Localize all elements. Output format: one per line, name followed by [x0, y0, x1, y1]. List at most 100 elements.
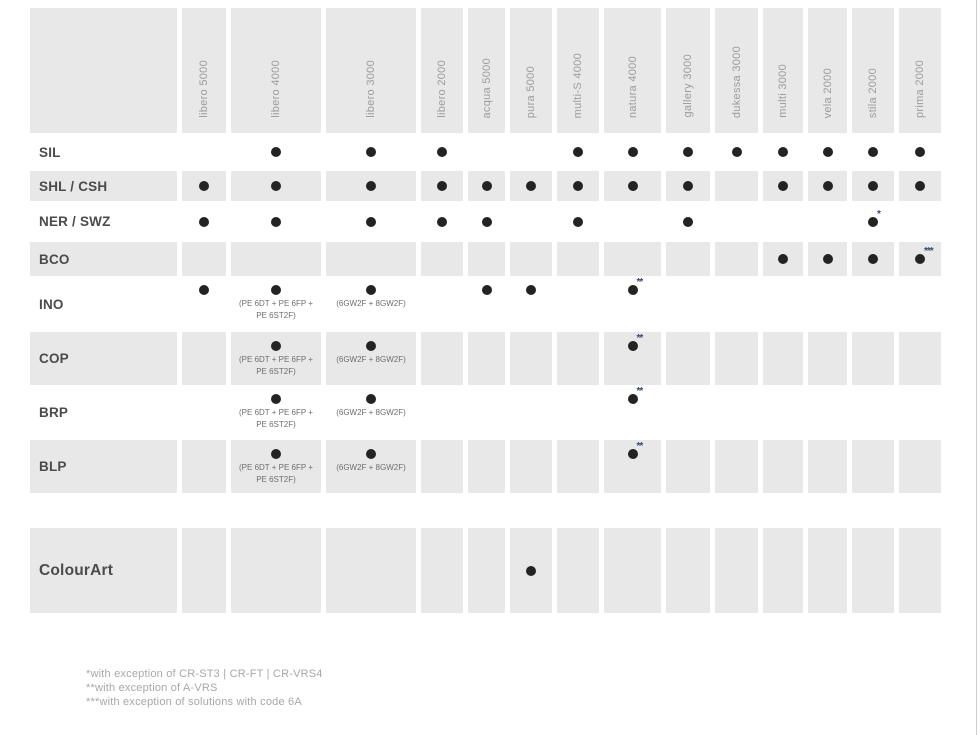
- matrix-cell-colourart-gallery-3000: [666, 528, 710, 613]
- matrix-cell-brp-libero-5000: [182, 385, 226, 440]
- footnote-line: **with exception of A-VRS: [86, 682, 218, 694]
- matrix-cell-bco-stila-2000: [852, 242, 894, 276]
- matrix-cell-brp-natura-4000: **: [604, 385, 661, 440]
- matrix-cell-cop-gallery-3000: [666, 332, 710, 385]
- compatibility-dot: [915, 254, 925, 264]
- footnote-marker: ***: [924, 246, 934, 257]
- matrix-cell-colourart-multi-s-4000: [557, 528, 599, 613]
- matrix-cell-brp-multi-s-4000: [557, 385, 599, 440]
- matrix-cell-ino-libero-2000: [421, 276, 463, 332]
- compatibility-dot: [199, 216, 209, 227]
- matrix-cell-cop-vela-2000: [808, 332, 847, 385]
- matrix-cell-ner-swz-acqua-5000: [468, 201, 505, 242]
- compatibility-dot: [627, 285, 638, 295]
- compatibility-dot: [271, 216, 281, 227]
- matrix-cell-sil-libero-2000: [421, 133, 463, 171]
- footnotes: *with exception of CR-ST3 | CR-FT | CR-V…: [86, 667, 323, 709]
- matrix-cell-ner-swz-natura-4000: [604, 201, 661, 242]
- compatibility-dot: [366, 341, 376, 351]
- matrix-cell-colourart-libero-5000: [182, 528, 226, 613]
- matrix-cell-shl-csh-vela-2000: [808, 171, 847, 201]
- column-header-label: libero 4000: [270, 60, 282, 118]
- row-label: COP: [39, 351, 69, 366]
- row-label-cell: BLP: [30, 440, 177, 493]
- compatibility-dot: [437, 181, 447, 191]
- table-row-shl-csh: SHL / CSH: [30, 171, 941, 201]
- matrix-cell-ner-swz-multi-3000: [763, 201, 803, 242]
- footnote-marker: *: [877, 208, 881, 220]
- matrix-cell-blp-libero-3000: (6GW2F + 8GW2F): [326, 440, 416, 493]
- matrix-cell-colourart-acqua-5000: [468, 528, 505, 613]
- matrix-cell-ino-dukessa-3000: [715, 276, 758, 332]
- cell-caption: (6GW2F + 8GW2F): [336, 463, 406, 472]
- compatibility-dot: [868, 147, 878, 157]
- compatibility-dot: [199, 285, 209, 295]
- matrix-cell-shl-csh-stila-2000: [852, 171, 894, 201]
- compatibility-dot: [683, 181, 693, 191]
- compatibility-dot: [683, 147, 693, 157]
- compatibility-dot: [573, 181, 583, 191]
- row-label: SHL / CSH: [39, 178, 108, 194]
- matrix-cell-colourart-libero-3000: [326, 528, 416, 613]
- cell-caption: (PE 6DT + PE 6FP + PE 6ST2F): [239, 355, 313, 376]
- compatibility-dot: [271, 394, 281, 404]
- column-header-label: vela 2000: [821, 67, 834, 118]
- matrix-cell-cop-libero-5000: [182, 332, 226, 385]
- compatibility-dot: [627, 147, 638, 157]
- cell-caption: (6GW2F + 8GW2F): [336, 408, 406, 417]
- row-label-cell: SIL: [30, 133, 177, 171]
- matrix-cell-colourart-libero-4000: [231, 528, 321, 613]
- table-row-sil: SIL: [30, 133, 941, 171]
- row-label-cell: COP: [30, 332, 177, 385]
- compatibility-dot: [526, 181, 536, 191]
- compatibility-dot: [683, 216, 693, 227]
- matrix-cell-shl-csh-multi-s-4000: [557, 171, 599, 201]
- compatibility-dot: [627, 181, 638, 191]
- matrix-cell-blp-multi-s-4000: [557, 440, 599, 493]
- header-corner-cell: [30, 8, 177, 133]
- compatibility-dot: [437, 147, 447, 157]
- compatibility-dot: [366, 285, 376, 295]
- matrix-cell-sil-gallery-3000: [666, 133, 710, 171]
- matrix-cell-sil-natura-4000: [604, 133, 661, 171]
- row-label: BRP: [39, 405, 69, 420]
- matrix-cell-ner-swz-libero-4000: [231, 201, 321, 242]
- matrix-cell-ino-acqua-5000: [468, 276, 505, 332]
- compatibility-dot: [526, 285, 536, 295]
- matrix-cell-cop-libero-4000: (PE 6DT + PE 6FP + PE 6ST2F): [231, 332, 321, 385]
- column-header-label: prima 2000: [914, 59, 926, 118]
- matrix-cell-brp-pura-5000: [510, 385, 552, 440]
- matrix-cell-bco-multi-s-4000: [557, 242, 599, 276]
- matrix-cell-shl-csh-libero-4000: [231, 171, 321, 201]
- matrix-cell-ner-swz-libero-2000: [421, 201, 463, 242]
- matrix-cell-brp-libero-3000: (6GW2F + 8GW2F): [326, 385, 416, 440]
- table-row-cop: COP (PE 6DT + PE 6FP + PE 6ST2F) (6GW2F + 8…: [30, 332, 941, 385]
- compatibility-dot: [627, 341, 638, 351]
- compatibility-dot: [627, 449, 638, 459]
- table-row-colourart: ColourArt: [30, 528, 941, 613]
- column-header-acqua-5000: acqua 5000: [468, 8, 505, 133]
- matrix-cell-ner-swz-gallery-3000: [666, 201, 710, 242]
- matrix-cell-ino-multi-3000: [763, 276, 803, 332]
- footnote-marker: **: [636, 441, 644, 452]
- table-row-ino: INO (PE 6DT + PE 6FP + PE 6ST2F) (6GW2F + 8…: [30, 276, 941, 332]
- matrix-cell-ino-prima-2000: [899, 276, 941, 332]
- compatibility-dot: [271, 181, 281, 191]
- matrix-cell-bco-natura-4000: [604, 242, 661, 276]
- row-spacer: [30, 493, 941, 528]
- matrix-cell-bco-prima-2000: ***: [899, 242, 941, 276]
- matrix-cell-colourart-stila-2000: [852, 528, 894, 613]
- matrix-cell-bco-libero-3000: [326, 242, 416, 276]
- compatibility-dot: [481, 181, 492, 191]
- matrix-cell-sil-libero-5000: [182, 133, 226, 171]
- matrix-cell-blp-vela-2000: [808, 440, 847, 493]
- matrix-cell-blp-prima-2000: [899, 440, 941, 493]
- compatibility-dot: [366, 216, 376, 227]
- footnote-marker: **: [636, 277, 644, 288]
- matrix-cell-bco-dukessa-3000: [715, 242, 758, 276]
- matrix-cell-colourart-natura-4000: [604, 528, 661, 613]
- matrix-cell-blp-dukessa-3000: [715, 440, 758, 493]
- matrix-cell-ner-swz-multi-s-4000: [557, 201, 599, 242]
- column-header-label: pura 5000: [525, 65, 537, 118]
- footnote-line: ***with exception of solutions with code…: [86, 696, 302, 708]
